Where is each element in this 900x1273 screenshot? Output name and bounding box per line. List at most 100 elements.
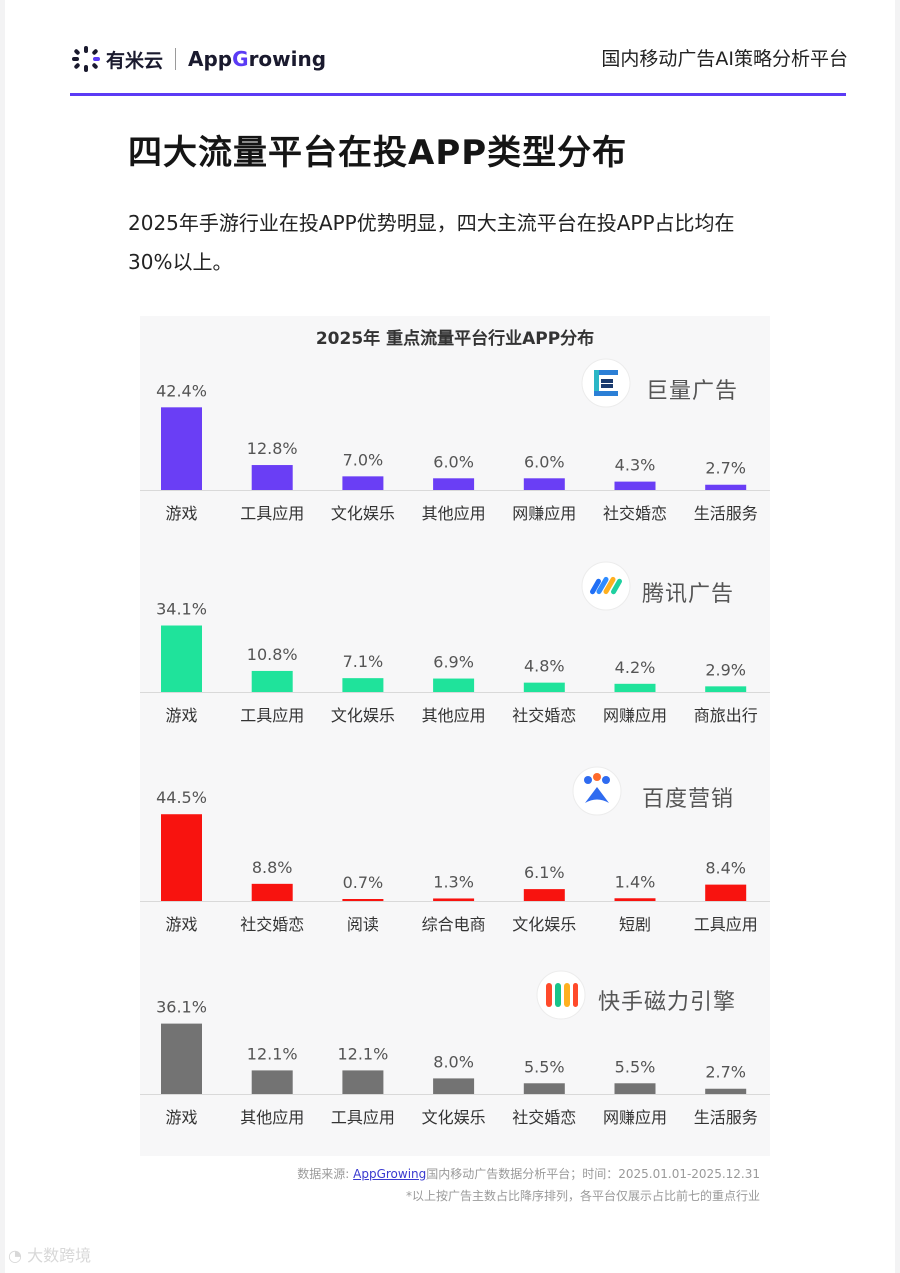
platform-logo-kuaishou — [536, 970, 586, 1024]
bar-1-4 — [523, 682, 565, 692]
data-label-2-1: 8.8% — [252, 858, 293, 877]
bar-3-6 — [705, 1088, 747, 1094]
data-label-2-6: 8.4% — [705, 859, 746, 878]
bar-2-0 — [161, 814, 202, 901]
platform-name-juliang: 巨量广告 — [646, 379, 739, 404]
bar-1-6 — [705, 686, 747, 692]
bar-1-1 — [251, 670, 293, 692]
category-label-1-3: 其他应用 — [422, 706, 486, 725]
data-label-2-2: 0.7% — [343, 873, 384, 892]
bar-2-5 — [614, 898, 656, 901]
platform-logo-baidu — [572, 766, 622, 820]
data-label-0-1: 12.8% — [247, 439, 298, 458]
juliang-logo-icon — [581, 358, 631, 408]
data-label-1-3: 6.9% — [433, 653, 474, 672]
bar-2-4 — [523, 889, 565, 901]
platform-name-tencent: 腾讯广告 — [642, 582, 735, 607]
data-label-0-3: 6.0% — [433, 452, 474, 471]
data-label-3-5: 5.5% — [615, 1057, 656, 1076]
bar-1-0 — [161, 625, 202, 692]
data-label-1-5: 4.2% — [615, 658, 656, 677]
data-label-0-6: 2.7% — [705, 459, 746, 478]
bar-3-4 — [523, 1083, 565, 1094]
data-label-1-0: 34.1% — [156, 600, 207, 619]
data-label-1-6: 2.9% — [705, 660, 746, 679]
category-label-3-4: 社交婚恋 — [512, 1108, 576, 1127]
bar-2-2 — [342, 899, 384, 901]
category-label-0-4: 网赚应用 — [512, 504, 576, 523]
data-label-0-5: 4.3% — [615, 456, 656, 475]
bar-3-2 — [342, 1070, 384, 1094]
category-label-0-2: 文化娱乐 — [331, 504, 395, 523]
data-label-0-4: 6.0% — [524, 452, 565, 471]
platform-logo-tencent — [581, 561, 631, 615]
source-link[interactable]: AppGrowing — [353, 1167, 427, 1181]
bar-3-1 — [251, 1070, 293, 1094]
kuaishou-logo-icon — [536, 970, 586, 1020]
bar-2-1 — [251, 883, 293, 901]
header-divider — [175, 48, 177, 70]
data-label-0-0: 42.4% — [156, 381, 207, 400]
data-label-3-4: 5.5% — [524, 1057, 565, 1076]
watermark: ◔ 大数跨境 — [8, 1246, 92, 1265]
category-label-0-0: 游戏 — [165, 504, 197, 523]
bar-1-3 — [433, 678, 475, 692]
category-label-1-0: 游戏 — [165, 706, 197, 725]
data-label-3-6: 2.7% — [705, 1063, 746, 1082]
data-label-2-3: 1.3% — [433, 872, 474, 891]
data-label-2-0: 44.5% — [156, 788, 207, 807]
category-label-3-0: 游戏 — [165, 1108, 197, 1127]
sort-note: *以上按广告主数占比降序排列，各平台仅展示占比前七的重点行业 — [405, 1189, 760, 1203]
chart-panel — [140, 316, 770, 1156]
page-subtitle: 2025年手游行业在投APP优势明显，四大主流平台在投APP占比均在30%以上。 — [128, 211, 735, 274]
baidu-logo-icon — [572, 766, 622, 816]
bar-0-1 — [251, 465, 293, 490]
header-divider-line — [70, 93, 846, 96]
header-platform-title: 国内移动广告AI策略分析平台 — [601, 48, 848, 70]
category-label-0-3: 其他应用 — [422, 504, 486, 523]
category-label-3-1: 其他应用 — [240, 1108, 304, 1127]
bar-1-2 — [342, 678, 384, 692]
watermark-icon: ◔ — [8, 1246, 22, 1265]
category-label-1-1: 工具应用 — [240, 706, 304, 725]
brand-name: 有米云 — [106, 49, 164, 72]
category-label-1-5: 网赚应用 — [603, 706, 667, 725]
category-label-2-6: 工具应用 — [694, 915, 758, 934]
category-label-3-2: 工具应用 — [331, 1108, 395, 1127]
data-label-3-3: 8.0% — [433, 1052, 474, 1071]
source-note: 数据来源: AppGrowing国内移动广告数据分析平台；时间：2025.01.… — [297, 1167, 760, 1181]
bar-2-6 — [705, 884, 747, 901]
bar-0-6 — [705, 484, 747, 490]
chart-title: 2025年 重点流量平台行业APP分布 — [315, 329, 595, 349]
platform-name-kuaishou: 快手磁力引擎 — [598, 990, 737, 1015]
bar-0-0 — [161, 407, 202, 490]
tencent-logo-icon — [581, 561, 631, 611]
bar-0-5 — [614, 481, 656, 490]
platform-name-baidu: 百度营销 — [642, 787, 735, 812]
bar-3-3 — [433, 1078, 475, 1094]
bar-0-3 — [433, 478, 475, 490]
category-label-1-2: 文化娱乐 — [331, 706, 395, 725]
page-title: 四大流量平台在投APP类型分布 — [128, 133, 628, 173]
header-logo[interactable]: 有米云 AppGrowing — [70, 44, 326, 74]
data-label-0-2: 7.0% — [343, 450, 384, 469]
bar-3-0 — [161, 1023, 202, 1094]
category-label-2-2: 阅读 — [347, 915, 379, 934]
data-label-2-4: 6.1% — [524, 863, 565, 882]
category-label-2-1: 社交婚恋 — [240, 915, 304, 934]
category-label-3-3: 文化娱乐 — [422, 1108, 486, 1127]
bar-0-4 — [523, 478, 565, 490]
data-label-3-1: 12.1% — [247, 1044, 298, 1063]
bar-3-5 — [614, 1083, 656, 1094]
bar-1-5 — [614, 683, 656, 692]
appgrowing-logo: AppGrowing — [188, 47, 327, 71]
category-label-1-4: 社交婚恋 — [512, 706, 576, 725]
data-label-2-5: 1.4% — [615, 872, 656, 891]
category-label-2-5: 短剧 — [619, 915, 651, 934]
platform-logo-juliang — [581, 358, 631, 412]
data-label-1-2: 7.1% — [343, 652, 384, 671]
category-label-1-6: 商旅出行 — [694, 706, 758, 725]
bar-2-3 — [433, 898, 475, 901]
bar-0-2 — [342, 476, 384, 490]
